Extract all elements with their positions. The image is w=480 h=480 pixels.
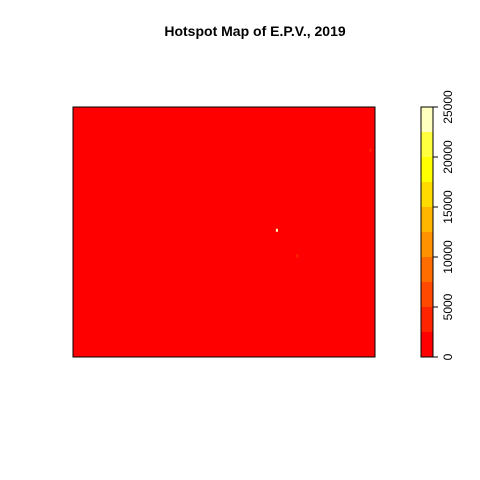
legend-band-5 <box>421 232 433 257</box>
legend-band-10 <box>421 107 433 132</box>
heatmap-border <box>72 106 376 358</box>
heatmap-background <box>73 107 375 357</box>
color-legend: 0 5000 10000 15000 20000 25000 <box>420 90 455 360</box>
legend-band-1 <box>421 332 433 357</box>
legend-band-7 <box>421 182 433 207</box>
legend-band-8 <box>421 157 433 182</box>
legend-band-6 <box>421 207 433 232</box>
legend-tick-label-5: 20000 <box>441 140 455 174</box>
legend-band-3 <box>421 282 433 307</box>
heatmap-plot-area <box>72 106 376 358</box>
legend-band-2 <box>421 307 433 332</box>
legend-tick-label-1: 0 <box>441 353 455 360</box>
legend-color-bands <box>421 107 433 357</box>
hotspot-cell-3 <box>369 148 372 152</box>
legend-band-9 <box>421 132 433 157</box>
chart-title: Hotspot Map of E.P.V., 2019 <box>164 23 345 39</box>
legend-ticks: 0 5000 10000 15000 20000 25000 <box>433 90 455 360</box>
legend-tick-label-3: 10000 <box>441 240 455 274</box>
hotspot-cell-2 <box>296 254 299 258</box>
legend-band-4 <box>421 257 433 282</box>
legend-tick-label-4: 15000 <box>441 190 455 224</box>
legend-tick-label-2: 5000 <box>441 293 455 320</box>
legend-tick-label-6: 25000 <box>441 90 455 124</box>
hotspot-cells <box>275 148 372 258</box>
legend-border <box>420 106 434 358</box>
hotspot-cell-1 <box>275 228 278 232</box>
